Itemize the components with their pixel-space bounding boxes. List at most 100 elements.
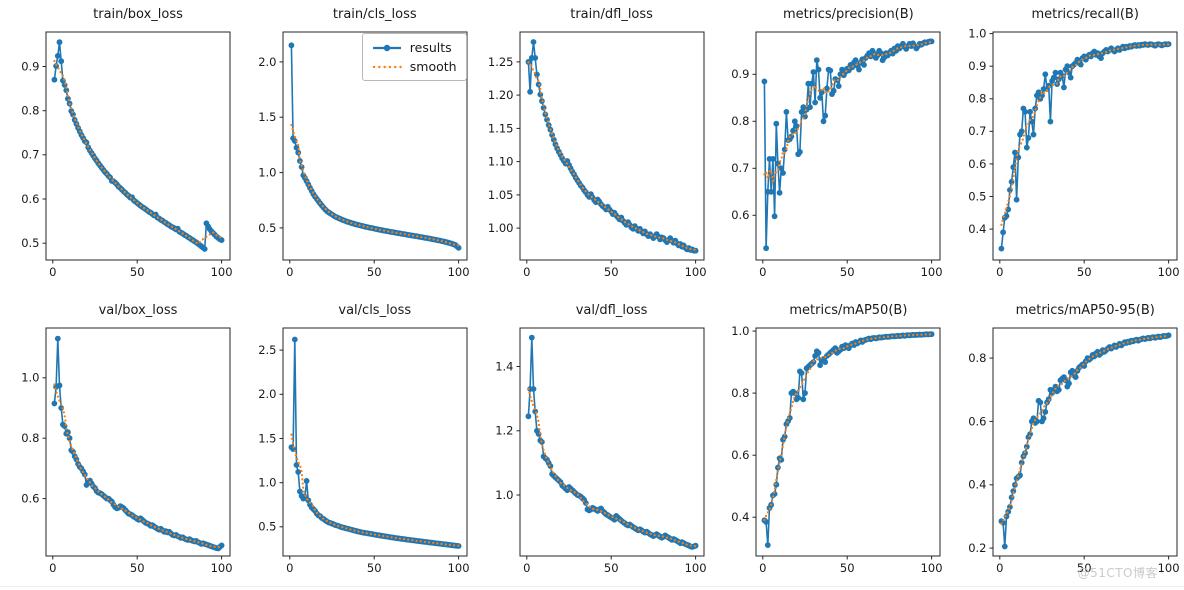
svg-text:0.4: 0.4	[968, 478, 986, 492]
svg-text:0: 0	[996, 265, 1003, 279]
svg-text:1.0: 1.0	[21, 371, 39, 385]
svg-text:1.4: 1.4	[495, 359, 513, 373]
results-line-symbol	[372, 44, 401, 51]
svg-text:1.10: 1.10	[487, 155, 513, 169]
results-markers	[998, 332, 1172, 550]
chart-title: metrics/mAP50-95(B)	[1015, 303, 1155, 318]
svg-text:100: 100	[211, 561, 233, 575]
chart-title: train/cls_loss	[332, 7, 417, 22]
svg-text:0: 0	[523, 265, 530, 279]
svg-text:0.5: 0.5	[258, 221, 276, 235]
svg-text:1.0: 1.0	[258, 476, 276, 490]
results-markers	[761, 331, 935, 548]
svg-text:50: 50	[840, 561, 855, 575]
svg-text:0: 0	[286, 265, 293, 279]
svg-text:0.7: 0.7	[968, 124, 986, 138]
results-markers	[525, 39, 699, 254]
svg-text:100: 100	[684, 561, 706, 575]
subplot-metrics-recall: metrics/recall(B) 0.4 0.5 0.6 0.7 0.8 0.9 1.0 0…	[947, 6, 1184, 288]
svg-text:1.05: 1.05	[487, 188, 513, 202]
chart-title: val/cls_loss	[338, 303, 412, 318]
tick-labels: 1.00 1.05 1.10 1.15 1.20 1.25 0 50 100	[487, 55, 706, 279]
svg-text:1.5: 1.5	[258, 431, 276, 445]
svg-text:0.6: 0.6	[968, 157, 986, 171]
svg-text:50: 50	[1077, 561, 1092, 575]
axes	[516, 31, 705, 264]
svg-text:1.5: 1.5	[258, 110, 276, 124]
bottom-divider	[0, 586, 1184, 587]
svg-text:0: 0	[49, 561, 56, 575]
results-line	[764, 333, 932, 546]
svg-text:100: 100	[921, 265, 943, 279]
svg-text:0: 0	[996, 561, 1003, 575]
chart-canvas-val-box-loss: 0.6 0.8 1.0 0 50 100	[21, 327, 233, 575]
svg-text:0.6: 0.6	[21, 492, 39, 506]
subplot-val-box-loss: val/box_loss 0.6 0.8 1.0 0 50 100	[0, 302, 237, 584]
smooth-line	[290, 433, 460, 547]
svg-text:0.2: 0.2	[968, 541, 986, 555]
svg-text:100: 100	[447, 265, 469, 279]
svg-text:50: 50	[840, 265, 855, 279]
svg-text:0.9: 0.9	[732, 67, 750, 81]
chart-title: val/dfl_loss	[575, 303, 648, 318]
chart-canvas-metrics-map50: 0.4 0.6 0.8 1.0 0 50 100	[732, 324, 943, 575]
legend-label-smooth: smooth	[409, 59, 457, 74]
svg-text:2.0: 2.0	[258, 55, 276, 69]
results-markers	[288, 336, 462, 549]
subplot-val-dfl-loss: val/dfl_loss 1.0 1.2 1.4 0 50 100	[474, 302, 711, 584]
chart-canvas-train-dfl-loss: 1.00 1.05 1.10 1.15 1.20 1.25 0 50 100	[487, 31, 706, 279]
svg-text:0.8: 0.8	[968, 351, 986, 365]
tick-labels: 0.6 0.7 0.8 0.9 0 50 100	[732, 67, 943, 279]
subplot-train-dfl-loss: train/dfl_loss 1.00 1.05 1.10 1.15 1.20 1.25 0…	[474, 6, 711, 288]
svg-text:0.8: 0.8	[968, 92, 986, 106]
svg-text:2.0: 2.0	[258, 387, 276, 401]
subplot-metrics-precision: metrics/precision(B) 0.6 0.7 0.8 0.9 0 50 100	[710, 6, 947, 288]
smooth-line	[53, 383, 223, 549]
axes	[752, 31, 941, 264]
svg-text:0.7: 0.7	[21, 148, 39, 162]
svg-text:100: 100	[921, 561, 943, 575]
chart-canvas-val-cls-loss: 0.5 1.0 1.5 2.0 2.5 0 50 100	[258, 327, 469, 575]
svg-text:1.2: 1.2	[495, 424, 513, 438]
legend-item-results: results	[372, 40, 457, 55]
svg-text:1.0: 1.0	[495, 488, 513, 502]
svg-text:0.6: 0.6	[732, 208, 750, 222]
svg-text:50: 50	[1077, 265, 1092, 279]
svg-text:0.5: 0.5	[968, 189, 986, 203]
chart-title: metrics/mAP50(B)	[789, 303, 908, 318]
axes	[516, 327, 705, 560]
svg-text:0.9: 0.9	[21, 59, 39, 73]
svg-text:0.4: 0.4	[732, 510, 750, 524]
svg-text:1.15: 1.15	[487, 121, 513, 135]
smooth-line	[290, 123, 460, 247]
svg-text:1.0: 1.0	[258, 166, 276, 180]
smooth-line	[526, 61, 697, 251]
svg-text:100: 100	[1158, 561, 1180, 575]
chart-title: val/box_loss	[98, 303, 178, 318]
chart-canvas-metrics-recall: 0.4 0.5 0.6 0.7 0.8 0.9 1.0 0 50 100	[968, 27, 1179, 279]
svg-text:0.6: 0.6	[732, 448, 750, 462]
svg-text:50: 50	[367, 561, 382, 575]
svg-text:1.20: 1.20	[487, 88, 513, 102]
svg-text:50: 50	[603, 265, 618, 279]
svg-text:1.00: 1.00	[487, 221, 513, 235]
axes	[42, 31, 231, 264]
svg-text:0.8: 0.8	[21, 104, 39, 118]
smooth-line	[763, 333, 934, 522]
tick-labels: 0.5 1.0 1.5 2.0 0 50 100	[258, 55, 469, 279]
chart-canvas-metrics-map50-95: 0.2 0.4 0.6 0.8 0 50 100	[968, 327, 1180, 575]
smooth-line	[53, 59, 223, 246]
smooth-line	[526, 387, 697, 548]
svg-text:0.5: 0.5	[21, 236, 39, 250]
svg-text:0.8: 0.8	[732, 386, 750, 400]
chart-title: train/dfl_loss	[570, 7, 653, 22]
axes	[279, 31, 468, 264]
axes	[989, 327, 1178, 560]
svg-text:50: 50	[367, 265, 382, 279]
chart-title: train/box_loss	[93, 7, 183, 22]
subplot-val-cls-loss: val/cls_loss 0.5 1.0 1.5 2.0 2.5 0 50 100	[237, 302, 474, 584]
tick-labels: 0.6 0.8 1.0 0 50 100	[21, 371, 232, 575]
tick-labels: 0.4 0.6 0.8 1.0 0 50 100	[732, 324, 943, 575]
subplot-train-box-loss: train/box_loss 0.5 0.6 0.7 0.8 0.9 0 50 100	[0, 6, 237, 288]
